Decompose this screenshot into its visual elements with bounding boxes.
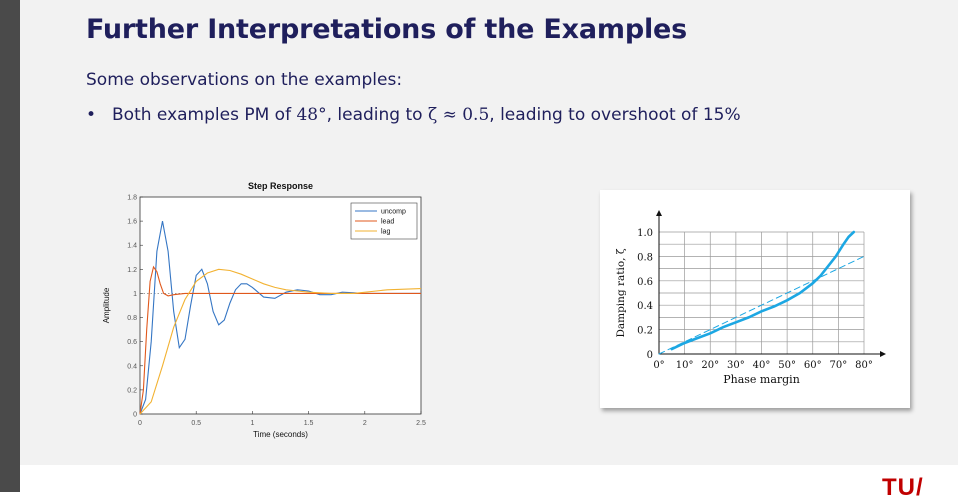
x-tick-label: 40° — [753, 360, 771, 371]
y-tick-label: 0.4 — [127, 363, 137, 370]
y-tick-label: 1.8 — [127, 195, 137, 202]
step-response-chart: Step Response 0 0.5 1 1.5 2 2.5 0 0.2 0.4 0.6 0.8 1 1… — [95, 175, 440, 445]
x-tick-label: 80° — [855, 360, 873, 371]
x-tick-label: 0° — [653, 360, 664, 371]
bullet-text-3: , leading to overshoot of 15% — [489, 105, 741, 125]
bullet-marker: • — [86, 105, 97, 125]
phase-margin-math: 48° — [296, 105, 327, 125]
damping-ratio-curve — [670, 230, 856, 351]
linear-approximation-line — [658, 255, 865, 355]
y-axis-label: Amplitude — [102, 287, 111, 323]
series-line-lead — [139, 265, 421, 415]
y-tick-label: 1.2 — [127, 267, 137, 274]
x-tick-label: 30° — [727, 360, 745, 371]
x-tick-label: 1 — [250, 420, 254, 427]
chart-title: Step Response — [248, 181, 313, 191]
series-line-lag — [139, 268, 422, 415]
university-logo: TU/ — [882, 474, 924, 501]
y-axis-arrow — [656, 210, 662, 216]
x-tick-label: 1.5 — [304, 420, 314, 427]
x-tick-label: 10° — [676, 360, 694, 371]
y-tick-label: 0.6 — [637, 277, 653, 288]
x-tick-label: 70° — [830, 360, 848, 371]
series-line-uncomp — [139, 220, 421, 415]
y-tick-label: 0.2 — [637, 326, 653, 337]
y-tick-label: 1.6 — [127, 219, 137, 226]
x-tick-label: 50° — [778, 360, 796, 371]
intro-text: Some observations on the examples: — [86, 70, 403, 90]
x-tick-label: 0.5 — [191, 420, 201, 427]
y-tick-label: 0.6 — [127, 339, 137, 346]
slide-title: Further Interpretations of the Examples — [86, 14, 687, 45]
y-tick-label: 0.8 — [637, 252, 653, 263]
y-tick-label: 0.2 — [127, 387, 137, 394]
legend-label-lead: lead — [381, 219, 394, 226]
y-tick-label: 1 — [133, 291, 137, 298]
x-tick-label: 0 — [138, 420, 142, 427]
y-tick-label: 0.4 — [637, 301, 653, 312]
step-response-figure: Step Response 0 0.5 1 1.5 2 2.5 0 0.2 0.4 0.6 0.8 1 1… — [95, 175, 440, 450]
x-tick-label: 2.5 — [416, 420, 426, 427]
y-tick-label: 0 — [133, 412, 137, 419]
zeta-math: ζ ≈ 0.5 — [427, 105, 490, 125]
legend-label-lag: lag — [381, 229, 390, 236]
left-edge-bar — [0, 0, 20, 492]
x-axis-label: Time (seconds) — [253, 430, 308, 439]
bullet-text-1: Both examples PM of — [112, 105, 297, 125]
y-tick-label: 0.8 — [127, 315, 137, 322]
bullet-text-2: , leading to — [326, 105, 428, 125]
y-tick-label: 1.0 — [637, 228, 653, 239]
damping-ratio-figure: 0 0.2 0.4 0.6 0.8 1.0 0° 10° 20° 30° 40° 50° 60° 70° 8… — [600, 190, 910, 408]
x-tick-label: 60° — [804, 360, 822, 371]
y-axis-label: Damping ratio, ζ — [615, 248, 627, 337]
x-axis-arrow — [880, 351, 886, 357]
legend-label-uncomp: uncomp — [381, 209, 406, 216]
y-tick-label: 0 — [647, 350, 653, 361]
y-tick-label: 1.4 — [127, 243, 137, 250]
bullet-item: • Both examples PM of 48°, leading to ζ ≈… — [86, 105, 741, 125]
slide-footer — [20, 465, 958, 492]
x-tick-label: 20° — [701, 360, 719, 371]
damping-ratio-chart: 0 0.2 0.4 0.6 0.8 1.0 0° 10° 20° 30° 40° 50° 60° 70° 8… — [615, 210, 886, 386]
x-axis-label: Phase margin — [723, 373, 800, 386]
x-tick-label: 2 — [363, 420, 367, 427]
